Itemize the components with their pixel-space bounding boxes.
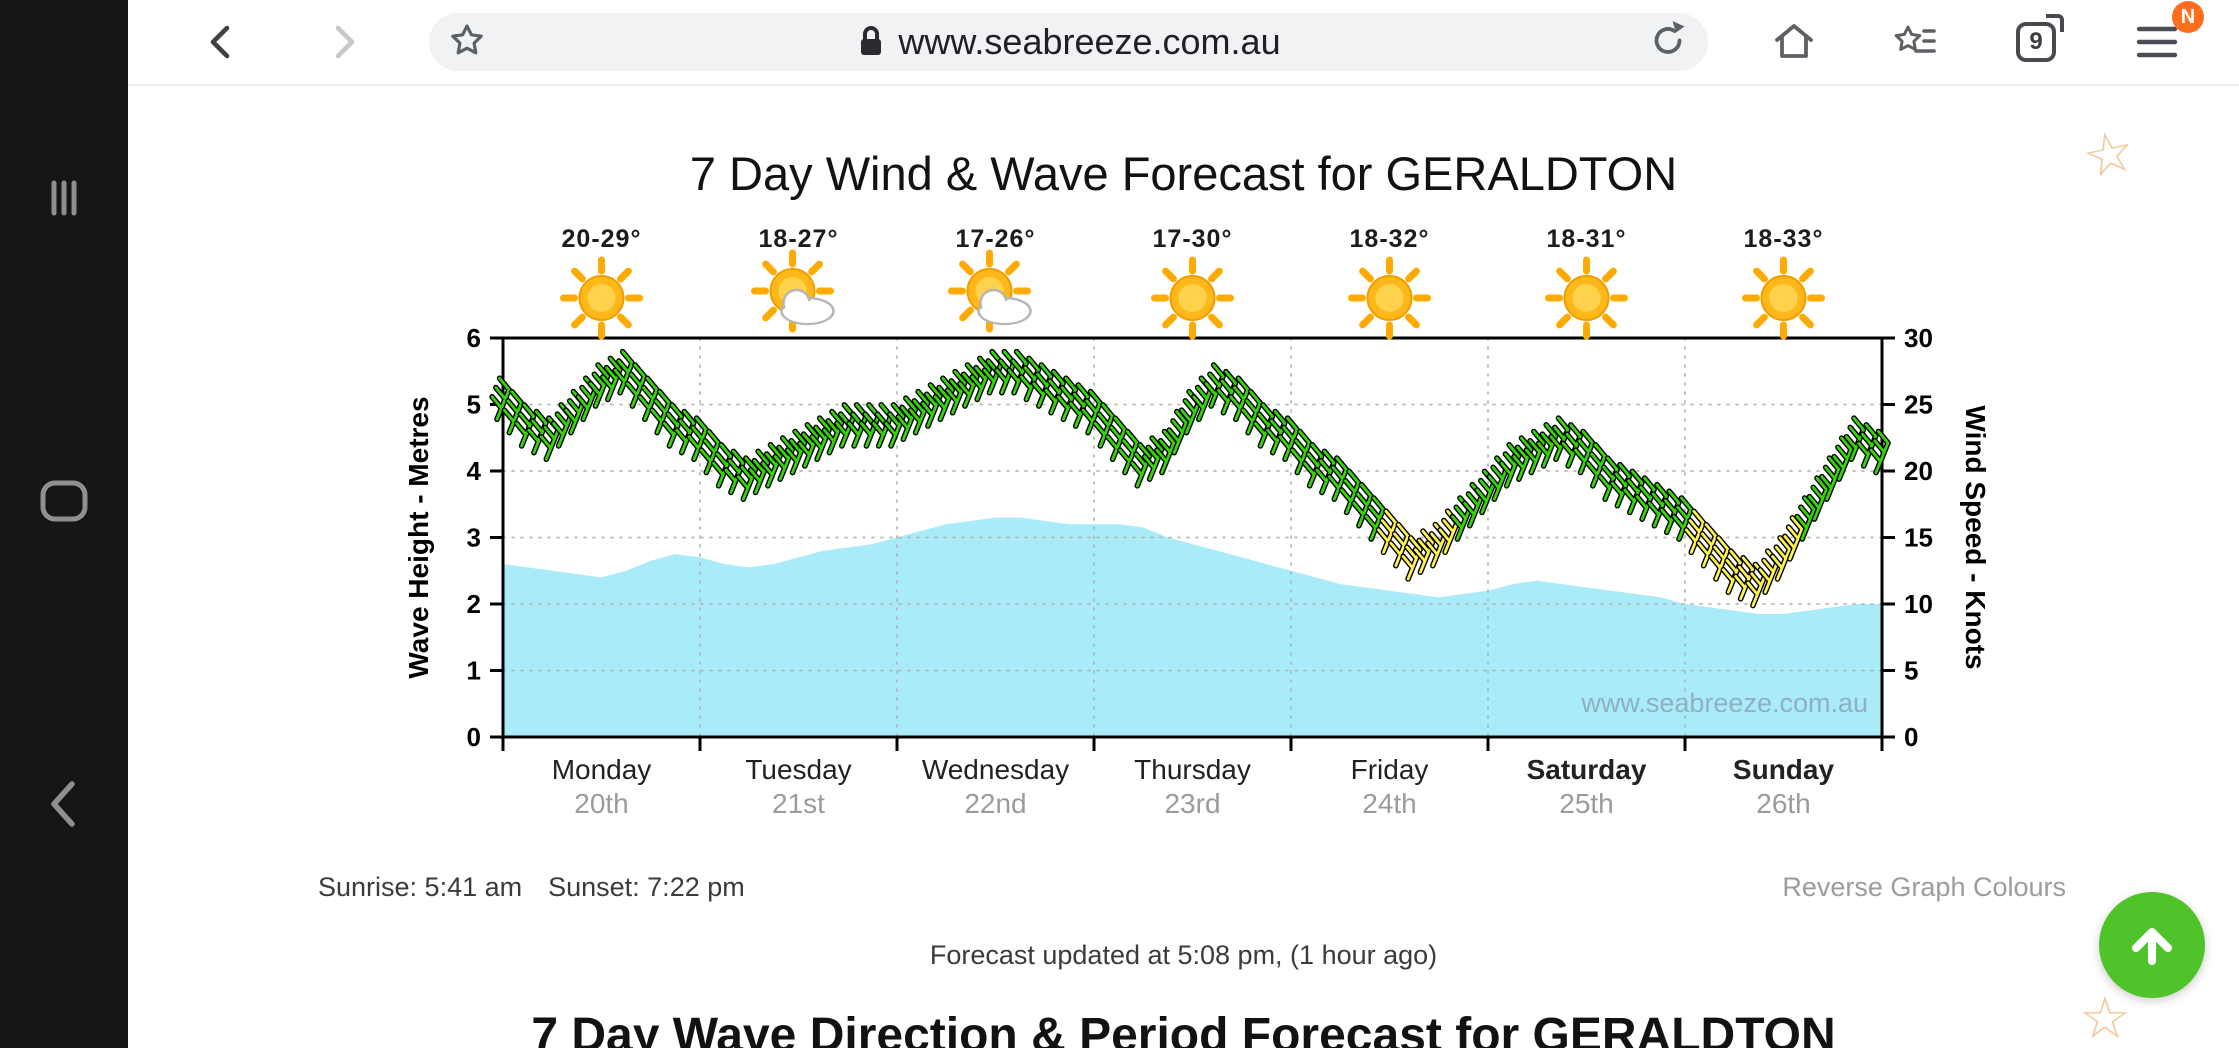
browser-toolbar: www.seabreeze.com.au	[128, 0, 2239, 86]
svg-text:1: 1	[467, 656, 481, 686]
bookmark-star-button[interactable]	[447, 21, 487, 64]
sunny-icon	[1545, 256, 1628, 340]
svg-text:3: 3	[467, 523, 481, 553]
tab-count: 9	[2029, 28, 2043, 55]
axis-ticks	[490, 336, 1895, 751]
day-temp: 17-26°	[956, 225, 1036, 253]
day-temp: 17-30°	[1153, 225, 1233, 253]
svg-text:4: 4	[467, 456, 482, 486]
wind-barbs	[489, 348, 1891, 609]
svg-text:30: 30	[1904, 323, 1933, 353]
tabs-button[interactable]: 9	[2001, 7, 2071, 77]
tabs-icon: 9	[2016, 14, 2064, 62]
rounded-square-icon	[40, 480, 88, 522]
sunrise-sunset: Sunrise: 5:41 am Sunset: 7:22 pm	[318, 872, 745, 903]
right-axis-title: Wind Speed - Knots	[1960, 405, 1991, 669]
chart-watermark: www.seabreeze.com.au	[1580, 688, 1868, 718]
day-temp: 18-31°	[1547, 225, 1627, 253]
svg-text:5: 5	[467, 390, 481, 420]
svg-text:20: 20	[1904, 456, 1933, 486]
svg-text:6: 6	[467, 323, 481, 353]
day-temp: 18-33°	[1744, 225, 1824, 253]
forward-button[interactable]	[308, 7, 378, 77]
cloud	[780, 288, 835, 326]
url-center: www.seabreeze.com.au	[856, 21, 1281, 63]
forward-icon	[335, 25, 355, 59]
home-icon	[1775, 24, 1813, 58]
chevron-left-icon	[51, 781, 75, 827]
lock-icon[interactable]	[856, 24, 886, 60]
sunny-icon	[1742, 256, 1825, 340]
url-bar[interactable]: www.seabreeze.com.au	[429, 13, 1708, 71]
svg-text:5: 5	[1904, 656, 1918, 686]
svg-text:15: 15	[1904, 523, 1933, 553]
day-date: 24th	[1362, 788, 1417, 819]
back-button[interactable]	[187, 7, 257, 77]
page-content: 7 Day Wind & Wave Forecast for GERALDTON…	[128, 86, 2239, 1048]
partly-cloudy-icon	[948, 249, 1032, 333]
refresh-button[interactable]	[1646, 19, 1690, 66]
day-name: Tuesday	[745, 754, 851, 785]
home-button[interactable]	[1759, 7, 1829, 77]
left-axis-tick-labels: 0 1 2 3 4 5 6	[467, 323, 482, 752]
day-date: 20th	[574, 788, 629, 819]
bookmarks-icon	[1894, 25, 1936, 53]
day-name: Monday	[552, 754, 652, 785]
svg-text:25: 25	[1904, 390, 1933, 420]
sunny-icon	[1348, 256, 1431, 340]
rail-back-button[interactable]	[44, 778, 84, 830]
day-name: Sunday	[1733, 754, 1835, 785]
day-name: Saturday	[1527, 754, 1647, 785]
scroll-to-top-button[interactable]	[2099, 892, 2205, 998]
browser-window: www.seabreeze.com.au	[128, 0, 2239, 1048]
forecast-updated-text: Forecast updated at 5:08 pm, (1 hour ago…	[929, 940, 1438, 970]
page-title: 7 Day Wind & Wave Forecast for GERALDTON	[689, 147, 1678, 200]
day-date: 26th	[1756, 788, 1811, 819]
sunny-icon	[560, 256, 643, 340]
reverse-graph-colours-link[interactable]: Reverse Graph Colours	[1782, 872, 2066, 902]
day-date: 21st	[772, 788, 825, 819]
day-temp: 18-32°	[1350, 225, 1430, 253]
left-axis-title: Wave Height - Metres	[403, 396, 434, 678]
hamburger-icon	[2136, 26, 2178, 58]
day-temp: 18-27°	[759, 225, 839, 253]
chart-grid	[502, 337, 1883, 738]
sunrise-text: Sunrise: 5:41 am	[318, 872, 523, 902]
day-name: Thursday	[1134, 754, 1251, 785]
day-date: 25th	[1559, 788, 1614, 819]
favourite-star-icon[interactable]: ☆	[2076, 117, 2142, 192]
right-axis-tick-labels: 0 5 10 15 20 25 30	[1904, 323, 1933, 752]
wave-height-area	[503, 517, 1882, 737]
sunset-text: Sunset: 7:22 pm	[548, 872, 745, 902]
svg-text:0: 0	[467, 722, 481, 752]
favourite-star-icon[interactable]: ☆	[2079, 986, 2131, 1048]
cloud	[977, 288, 1032, 326]
notification-badge: N	[2172, 1, 2204, 33]
bookmarks-button[interactable]	[1880, 7, 1950, 77]
forecast-chart: www.seabreeze.com.au 0 1 2 3 4 5 6 0 5 10 15 20 25 30 W…	[403, 225, 1991, 819]
svg-text:10: 10	[1904, 589, 1933, 619]
day-name: Wednesday	[922, 754, 1069, 785]
sunny-icon	[1151, 256, 1234, 340]
back-icon	[210, 25, 230, 59]
menu-button[interactable]: N	[2122, 1, 2204, 77]
side-rail	[0, 0, 128, 1048]
recent-apps-icon[interactable]	[38, 478, 90, 524]
next-section-title: 7 Day Wave Direction & Period Forecast f…	[531, 1009, 1836, 1048]
partly-cloudy-icon	[751, 249, 835, 333]
day-temp: 20-29°	[562, 225, 642, 253]
url-text: www.seabreeze.com.au	[898, 21, 1281, 62]
svg-text:2: 2	[467, 589, 481, 619]
day-name: Friday	[1351, 754, 1429, 785]
day-date: 23rd	[1164, 788, 1220, 819]
day-date: 22nd	[964, 788, 1026, 819]
drag-handle-icon[interactable]	[46, 178, 82, 218]
svg-text:0: 0	[1904, 722, 1918, 752]
arrow-up-icon	[2132, 928, 2172, 965]
three-bars-icon	[51, 180, 77, 216]
refresh-icon	[1654, 21, 1685, 54]
star-icon	[451, 24, 483, 55]
